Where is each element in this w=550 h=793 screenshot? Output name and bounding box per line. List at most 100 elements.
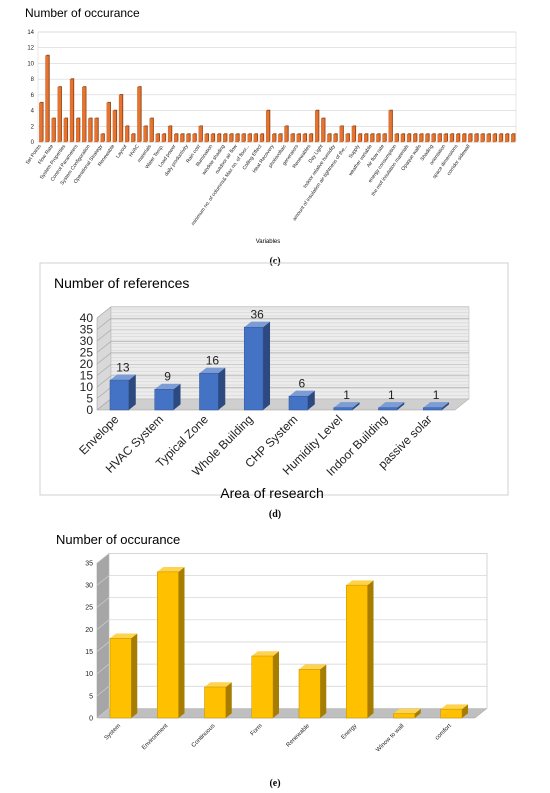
bar-front [345, 584, 368, 719]
data-label: 1 [343, 388, 350, 402]
bar [109, 374, 136, 411]
bar [351, 126, 356, 143]
bar-side [442, 402, 450, 410]
bar [498, 133, 503, 143]
y-tick-label: 10 [80, 380, 94, 394]
bar-side [397, 402, 405, 410]
bar [192, 133, 197, 143]
data-label: 1 [433, 388, 440, 402]
bar-side [178, 567, 185, 718]
bar-front [393, 713, 416, 719]
bar [449, 133, 454, 143]
bar [82, 86, 86, 143]
bar [327, 133, 331, 143]
x-tick-label: Energy [341, 723, 359, 741]
bar [308, 133, 313, 143]
bar-side [462, 704, 469, 718]
bar [333, 133, 338, 143]
chart-d-xlabel: Area of research [220, 485, 324, 501]
bar [288, 390, 315, 411]
x-tick-label: Form [250, 723, 264, 737]
bar [131, 133, 135, 143]
gridline [96, 352, 469, 365]
floor [96, 398, 470, 411]
y-tick-label: 20 [85, 627, 93, 634]
bar [69, 78, 74, 143]
chart-c-title: Number of occurance [25, 6, 140, 20]
bar-side [307, 390, 315, 410]
bar [345, 133, 350, 143]
y-tick-label: 2 [31, 124, 35, 130]
chart-d-caption: (d) [269, 509, 281, 520]
gridline [96, 575, 487, 586]
chart-e-title: Number of occurance [56, 532, 180, 547]
bar [125, 126, 129, 143]
y-tick-label: 30 [85, 583, 93, 590]
gridline [96, 306, 469, 319]
x-tick-label: Layout [115, 143, 129, 159]
bar [161, 133, 166, 143]
data-label: 36 [250, 308, 264, 322]
bar [174, 133, 178, 143]
bar-side [273, 651, 280, 718]
y-tick-label: 15 [80, 369, 94, 383]
bar [259, 133, 264, 143]
bar [333, 402, 360, 411]
data-label: 6 [299, 377, 306, 391]
bar-front [109, 638, 132, 719]
bar-front [378, 407, 398, 411]
bar [382, 133, 387, 143]
bar [298, 664, 327, 719]
bar [455, 133, 460, 143]
bar-top [109, 374, 136, 381]
bar-front [251, 655, 274, 719]
bar [106, 102, 111, 143]
bar [118, 94, 123, 143]
bar-front [154, 389, 174, 411]
data-label: 16 [206, 354, 220, 368]
bar [100, 133, 105, 143]
bar [364, 133, 368, 143]
bar [199, 367, 226, 411]
bar [400, 133, 405, 143]
bar [229, 133, 233, 143]
bar [235, 133, 240, 143]
x-tick-label: Winow to wall [375, 723, 405, 753]
bar-top [346, 580, 374, 586]
bar [167, 126, 172, 143]
bar-top [423, 402, 450, 408]
bar [216, 133, 221, 143]
bar-top [298, 664, 327, 670]
bar [251, 651, 280, 719]
y-tick-label: 6 [31, 93, 35, 99]
bar [45, 55, 50, 143]
bar [186, 133, 190, 143]
bar [290, 133, 295, 143]
bar [422, 402, 450, 411]
bar [39, 102, 43, 143]
bar [440, 704, 469, 719]
bar-side [320, 664, 327, 718]
bar-side [367, 580, 374, 718]
bar [63, 118, 68, 143]
bar-side [131, 633, 138, 718]
chart-c: Number of occurance Variables (c) 0 2 4 6 8 1… [25, 6, 517, 267]
chart-c-xlabel: Variables [256, 239, 281, 245]
chart-d-title: Number of references [54, 275, 189, 291]
bar-side [225, 682, 232, 718]
bar-top [154, 383, 181, 390]
chart-e-panel: Number of occurance (e) 0 5 10 15 20 25 30 35 Sy… [0, 530, 550, 793]
bar [474, 133, 479, 143]
chart-d-panel: Number of references Area of research (d… [0, 262, 550, 524]
gridline [96, 553, 487, 564]
bar [154, 383, 181, 411]
bar [462, 133, 466, 143]
data-label: 1 [388, 388, 395, 402]
bar-side [128, 374, 136, 410]
bar [345, 580, 374, 719]
bar-front [440, 708, 463, 719]
bar-top [393, 708, 421, 714]
bar [156, 567, 185, 719]
bar-top [109, 633, 138, 639]
bar [253, 133, 258, 143]
